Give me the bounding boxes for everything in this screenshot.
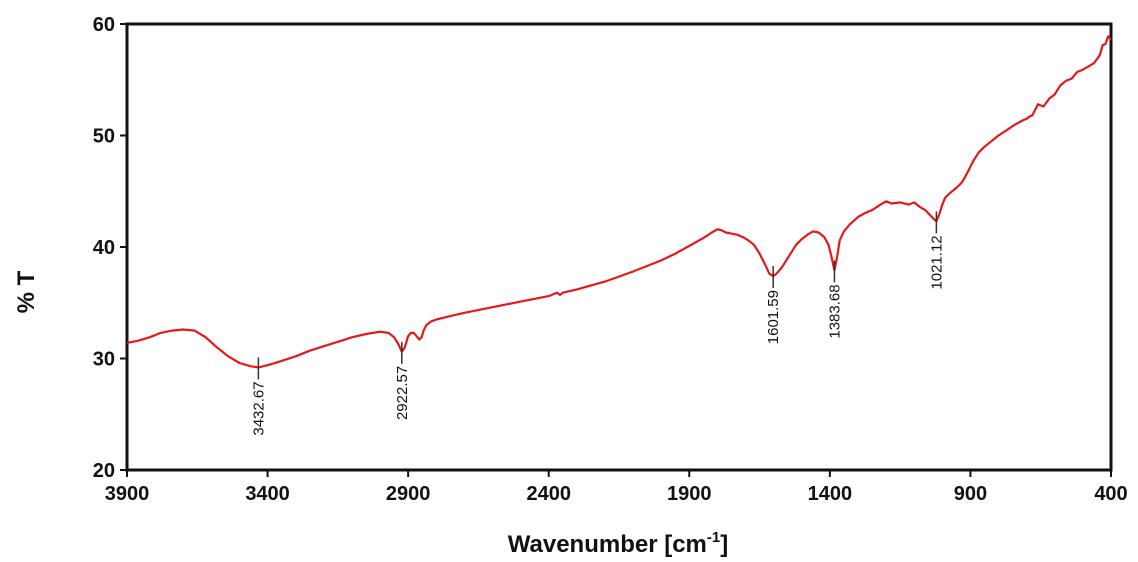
x-axis-title-close: ] xyxy=(720,531,728,558)
x-axis-title-main: Wavenumber [cm xyxy=(508,531,707,558)
y-tick-label: 30 xyxy=(93,349,115,371)
y-tick-label: 50 xyxy=(93,126,115,148)
x-tick-label: 900 xyxy=(954,483,987,505)
x-axis-title: Wavenumber [cm-1] xyxy=(508,529,729,558)
x-tick-label: 1900 xyxy=(667,483,712,505)
peak-annotations: 3432.67 2922.57 1601.59 1383.68 1021.12 xyxy=(250,211,945,436)
spectrum-line xyxy=(126,35,1112,369)
peak-label: 1383.68 xyxy=(826,284,843,338)
spectrum-series xyxy=(126,35,1112,369)
x-tick-label: 2900 xyxy=(386,483,431,505)
x-axis-title-superscript: -1 xyxy=(707,529,720,546)
x-tick-label: 2400 xyxy=(526,483,571,505)
y-axis-ticks: 20 30 40 50 60 xyxy=(93,14,127,482)
y-axis-title: % T xyxy=(13,270,40,313)
x-tick-label: 3900 xyxy=(105,483,150,505)
y-tick-label: 20 xyxy=(93,460,115,482)
peak-label: 1021.12 xyxy=(928,235,945,289)
x-tick-label: 1400 xyxy=(808,483,853,505)
y-tick-label: 40 xyxy=(93,237,115,259)
plot-border xyxy=(125,22,1113,472)
peak-label: 1601.59 xyxy=(765,290,782,344)
plot-frame xyxy=(125,22,1113,472)
y-tick-label: 60 xyxy=(93,14,115,36)
peak-label: 2922.57 xyxy=(394,366,411,420)
peak-label: 3432.67 xyxy=(250,381,267,435)
x-axis-ticks: 3900 3400 2900 2400 1900 1400 900 400 xyxy=(105,470,1128,505)
x-tick-label: 3400 xyxy=(245,483,290,505)
x-tick-label: 400 xyxy=(1094,483,1127,505)
